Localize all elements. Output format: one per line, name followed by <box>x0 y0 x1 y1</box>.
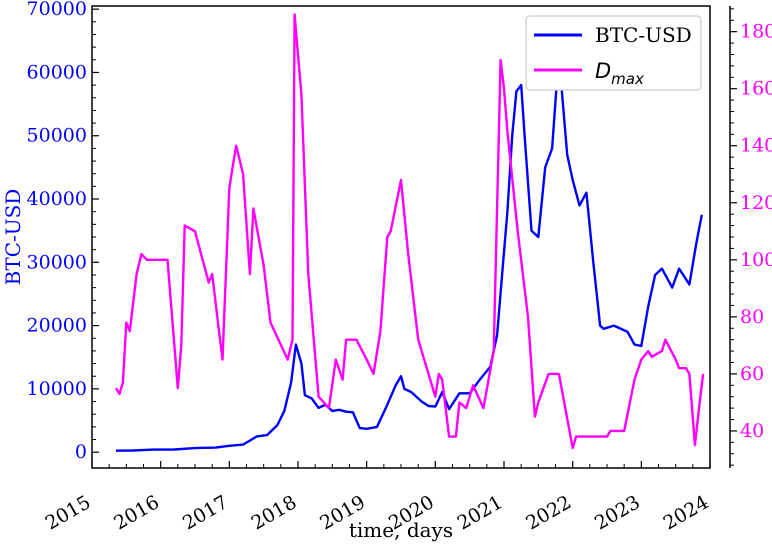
series-line-btc-usd <box>115 52 703 452</box>
legend: BTC-USD Dmax <box>525 15 702 91</box>
x-tick-label: 2017 <box>179 491 232 534</box>
y-left-tick-label: 40000 <box>27 188 87 210</box>
y-right-tick-label: 160 <box>740 78 772 100</box>
y-right-tick-label: 40 <box>740 420 764 442</box>
y-left-tick-label: 20000 <box>27 315 87 337</box>
x-tick-label: 2024 <box>660 491 713 534</box>
legend-label-dmax-main: D <box>595 59 611 83</box>
series-line-dmax <box>114 13 705 450</box>
y-left-tick-label: 50000 <box>27 125 87 147</box>
y-right-tick-label: 140 <box>740 135 772 157</box>
legend-label-dmax: Dmax <box>595 59 644 88</box>
x-axis-label: time, days <box>349 518 453 542</box>
y-left-axis-label: BTC-USD <box>1 189 25 286</box>
y-right-tick-label: 80 <box>740 306 764 328</box>
y-right-tick-label: 100 <box>740 249 772 271</box>
y-right-tick-label: 120 <box>740 192 772 214</box>
y-right-tick-label: 180 <box>740 21 772 43</box>
series-layer <box>114 13 705 452</box>
left-axis-ticks: 0 10000 20000 30000 40000 50000 60000 70000 <box>27 0 99 463</box>
y-left-tick-label: 0 <box>75 441 87 463</box>
y-left-tick-label: 10000 <box>27 378 87 400</box>
y-left-tick-label: 30000 <box>27 251 87 273</box>
y-left-tick-label: 60000 <box>27 61 87 83</box>
x-tick-label: 2022 <box>522 491 575 534</box>
right-axis-ticks: 40 60 80 100 120 140 160 180 <box>730 8 772 466</box>
x-tick-label: 2016 <box>110 491 163 534</box>
y-left-tick-label: 70000 <box>27 0 87 20</box>
x-tick-label: 2018 <box>248 491 301 534</box>
legend-label-btc: BTC-USD <box>595 23 692 47</box>
x-tick-label: 2015 <box>42 491 95 534</box>
x-tick-label: 2023 <box>591 491 644 534</box>
legend-label-dmax-subscript: max <box>611 70 644 88</box>
x-tick-label: 2021 <box>454 491 507 534</box>
y-right-tick-label: 60 <box>740 363 764 385</box>
